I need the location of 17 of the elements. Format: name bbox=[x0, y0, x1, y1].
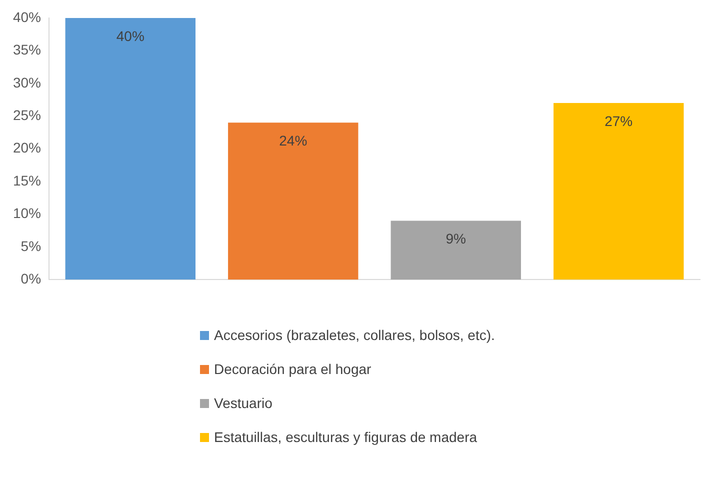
data-label: 40% bbox=[116, 28, 144, 44]
legend-label: Accesorios (brazaletes, collares, bolsos, etc). bbox=[214, 327, 495, 343]
y-tick-label: 25% bbox=[12, 106, 42, 123]
y-tick-label: 30% bbox=[12, 74, 42, 90]
y-tick-label: 0% bbox=[20, 270, 42, 286]
y-tick-label: 10% bbox=[12, 205, 42, 222]
data-label: 24% bbox=[279, 132, 308, 148]
y-tick-label: 15% bbox=[12, 172, 42, 188]
y-tick-label: 5% bbox=[20, 238, 42, 254]
legend-label: Decoración para el hogar bbox=[214, 361, 372, 377]
y-tick-label: 35% bbox=[12, 42, 42, 58]
data-label: 9% bbox=[446, 230, 466, 247]
legend-label: Estatuillas, esculturas y figuras de madera bbox=[214, 429, 478, 445]
y-tick-label: 40% bbox=[12, 8, 42, 25]
data-label: 27% bbox=[604, 112, 633, 129]
y-tick-label: 20% bbox=[12, 140, 42, 156]
legend-label: Vestuario bbox=[214, 395, 272, 411]
